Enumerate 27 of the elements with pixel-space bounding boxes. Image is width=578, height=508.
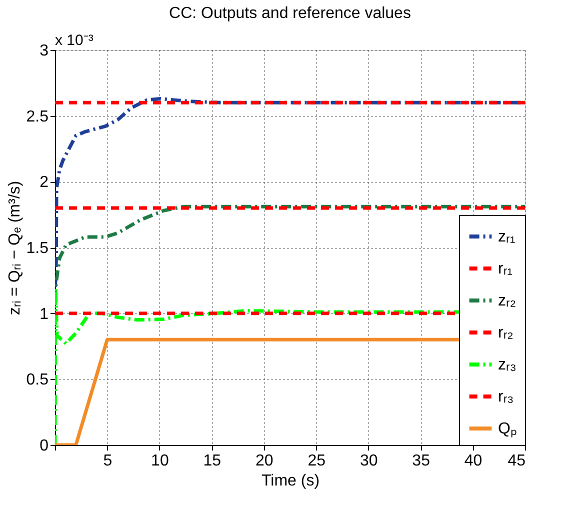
legend-label: zᵣ₂ [498, 292, 516, 310]
y-tick-label: 0 [40, 438, 49, 454]
y-tick-label: 3 [40, 42, 49, 60]
x-tick-label: 5 [103, 452, 112, 470]
y-tick-label: 0.5 [26, 372, 49, 389]
legend-label: zᵣ₁ [498, 228, 516, 246]
x-tick-label: 25 [308, 452, 326, 470]
x-tick-label: 45 [508, 452, 526, 470]
x-tick-label: 15 [203, 452, 222, 470]
x-tick-label: 10 [151, 452, 169, 470]
y-tick-label: 1.5 [26, 240, 49, 257]
x-tick-label: 20 [255, 452, 274, 470]
y-tick-label: 2.5 [26, 108, 49, 126]
y-axis-title: zᵣᵢ = Qᵣᵢ − Qₑ (m³/s) [6, 180, 24, 316]
x-tick-label: 40 [464, 452, 482, 470]
x-axis-title: Time (s) [261, 472, 320, 490]
legend-label: rᵣ₂ [498, 324, 514, 342]
y-tick-label: 1 [40, 306, 49, 323]
text: x 10⁻³ [55, 32, 94, 49]
y-tick-label: 2 [40, 174, 49, 192]
legend-label: rᵣ₁ [498, 260, 513, 278]
x-tick-label: 35 [412, 452, 430, 470]
chart-title: CC: Outputs and reference values [169, 5, 411, 22]
x-tick-label: 30 [360, 452, 378, 470]
legend-label: rᵣ₃ [498, 388, 514, 406]
legend-label: zᵣ₃ [498, 356, 516, 374]
legend-label: Qₚ [498, 420, 516, 438]
